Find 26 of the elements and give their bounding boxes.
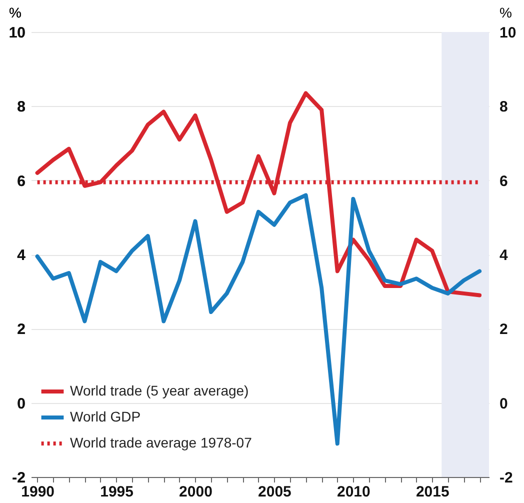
y-tick-label: 4 bbox=[17, 247, 26, 264]
legend-label: World trade average 1978-07 bbox=[70, 434, 252, 450]
y-tick-label: 10 bbox=[8, 24, 26, 42]
x-tick-label: 1995 bbox=[100, 484, 134, 500]
x-tick-label: 2015 bbox=[416, 484, 450, 500]
x-tick-label: 2005 bbox=[258, 484, 292, 500]
legend-label: World trade (5 year average) bbox=[70, 382, 249, 398]
y-tick-label: 6 bbox=[17, 172, 26, 190]
y2-tick-label: -2 bbox=[500, 470, 513, 486]
y-tick-label: -2 bbox=[12, 470, 26, 486]
y2-axis-title: % bbox=[500, 4, 512, 20]
x-tick-label: 2010 bbox=[336, 484, 370, 500]
y-tick-label: 8 bbox=[17, 98, 26, 116]
y2-tick-label: 10 bbox=[500, 24, 516, 42]
y2-tick-label: 4 bbox=[500, 247, 508, 264]
y-tick-label: 2 bbox=[17, 321, 26, 338]
y-axis-title: % bbox=[9, 4, 22, 20]
line-series bbox=[35, 91, 482, 298]
y-tick-label: 0 bbox=[17, 395, 26, 412]
y2-tick-label: 2 bbox=[500, 321, 508, 338]
y2-tick-label: 6 bbox=[500, 172, 508, 190]
legend-label: World GDP bbox=[70, 408, 141, 424]
x-tick-label: 1990 bbox=[21, 484, 55, 500]
y2-tick-label: 8 bbox=[500, 98, 508, 116]
y2-tick-label: 0 bbox=[500, 395, 508, 412]
x-tick-label: 2000 bbox=[179, 484, 212, 500]
